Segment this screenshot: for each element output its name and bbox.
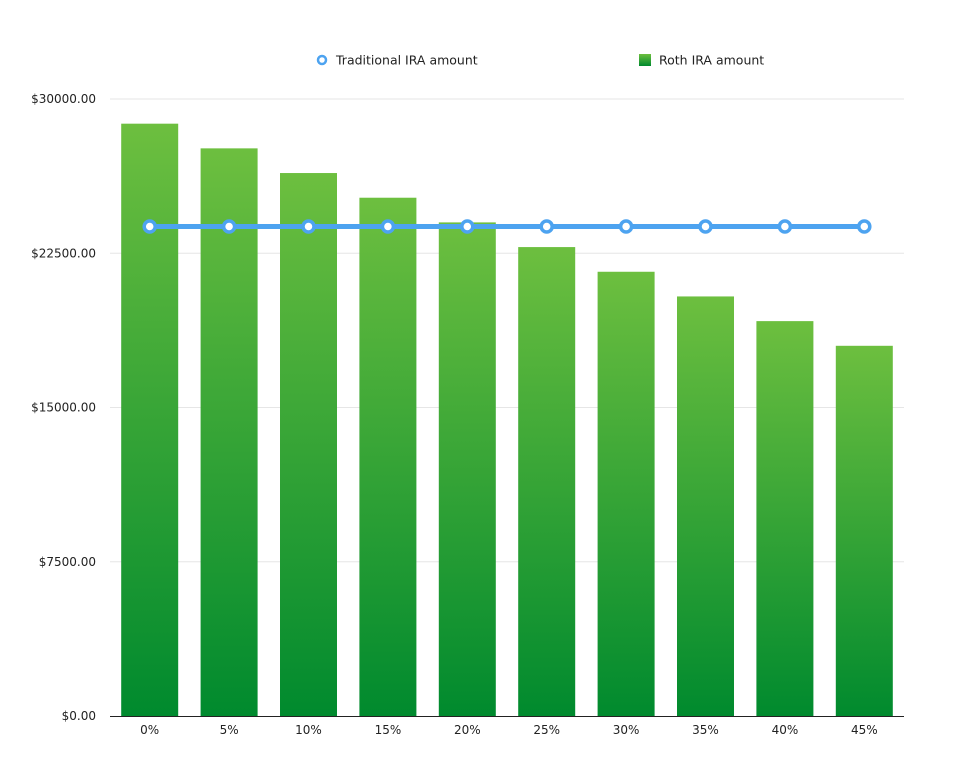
x-tick-label: 25% [533,723,560,737]
x-tick-label: 30% [613,723,640,737]
legend-marker-line [316,54,328,66]
y-axis: $0.00 $7500.00 $15000.00 $22500.00 $30000.00 [31,92,96,723]
x-tick-label: 5% [220,723,239,737]
line-point[interactable] [380,219,396,234]
legend-item-traditional[interactable]: Traditional IRA amount [316,53,478,68]
x-tick-label: 35% [692,723,719,737]
line-point[interactable] [698,219,713,234]
bar-series [121,123,893,717]
y-tick-label: $0.00 [62,709,96,723]
line-point[interactable] [777,219,793,234]
bar[interactable] [359,197,417,717]
line-point[interactable] [618,219,634,234]
y-tick-label: $22500.00 [31,246,96,260]
line-point[interactable] [142,219,157,234]
x-tick-label: 20% [454,723,481,737]
x-tick-label: 45% [851,723,878,737]
line-point[interactable] [539,219,554,234]
bar[interactable] [200,148,258,717]
legend-marker-bar [639,54,651,66]
bar[interactable] [835,345,893,716]
bar[interactable] [597,271,655,716]
line-point[interactable] [857,219,872,234]
legend[interactable]: Traditional IRA amount Roth IRA amount [316,53,764,68]
line-point[interactable] [460,219,475,234]
legend-item-roth[interactable]: Roth IRA amount [639,53,764,68]
bar[interactable] [518,247,576,716]
legend-label: Roth IRA amount [659,53,764,68]
x-axis: 0% 5% 10% 15% 20% 25% 30% 35% 40% 45% [110,716,904,737]
bar[interactable] [756,321,814,716]
x-tick-label: 10% [295,723,322,737]
y-tick-label: $30000.00 [31,92,96,106]
bar[interactable] [677,296,734,716]
bar[interactable] [280,173,337,717]
x-tick-label: 40% [772,723,799,737]
y-tick-label: $7500.00 [39,555,96,569]
x-tick-label: 15% [375,723,402,737]
bar[interactable] [438,222,496,716]
line-series [142,219,872,234]
y-tick-label: $15000.00 [31,401,96,415]
bar[interactable] [121,123,179,717]
x-tick-label: 0% [140,723,159,737]
legend-label: Traditional IRA amount [335,53,478,68]
line-point[interactable] [301,219,316,234]
line-point[interactable] [221,219,237,234]
